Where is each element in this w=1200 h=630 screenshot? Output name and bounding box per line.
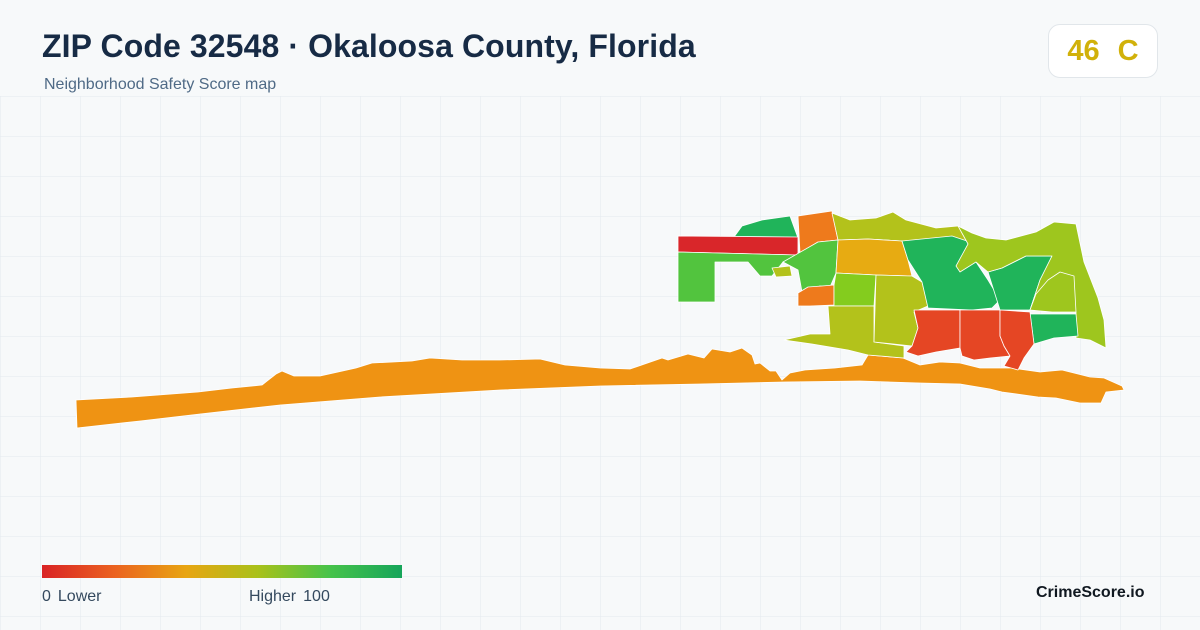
area-small-olive[interactable] bbox=[771, 265, 793, 278]
legend-high-label: Higher 100 bbox=[249, 588, 330, 606]
area-central-orange[interactable] bbox=[797, 284, 835, 307]
area-south-red-far-east[interactable] bbox=[999, 309, 1035, 371]
area-east-lime[interactable] bbox=[1029, 271, 1077, 313]
legend-low-text: Lower bbox=[57, 588, 102, 605]
legend-low-value: 0 bbox=[42, 588, 51, 605]
page-title: ZIP Code 32548 · Okaloosa County, Florid… bbox=[42, 28, 696, 64]
safety-grade-badge: 46 C bbox=[1048, 24, 1158, 78]
page-subtitle: Neighborhood Safety Score map bbox=[44, 76, 277, 93]
grade-score: 46 bbox=[1067, 34, 1100, 67]
legend-high-text: Higher bbox=[249, 588, 297, 605]
grade-letter: C bbox=[1117, 34, 1139, 67]
area-central-lime[interactable] bbox=[833, 272, 877, 307]
area-southeast-green[interactable] bbox=[1029, 313, 1079, 345]
legend-high-value: 100 bbox=[303, 588, 330, 605]
area-north-west-green[interactable] bbox=[733, 215, 799, 239]
map-grid-background bbox=[0, 96, 1200, 630]
area-east-central-olive[interactable] bbox=[873, 274, 929, 347]
legend-color-scale bbox=[42, 565, 402, 578]
brand-logo-text[interactable]: CrimeScore.io bbox=[1036, 584, 1145, 601]
legend-low-label: 0 Lower bbox=[42, 588, 101, 606]
area-beach-strip[interactable] bbox=[75, 347, 1125, 429]
area-central-yellow[interactable] bbox=[835, 238, 913, 277]
